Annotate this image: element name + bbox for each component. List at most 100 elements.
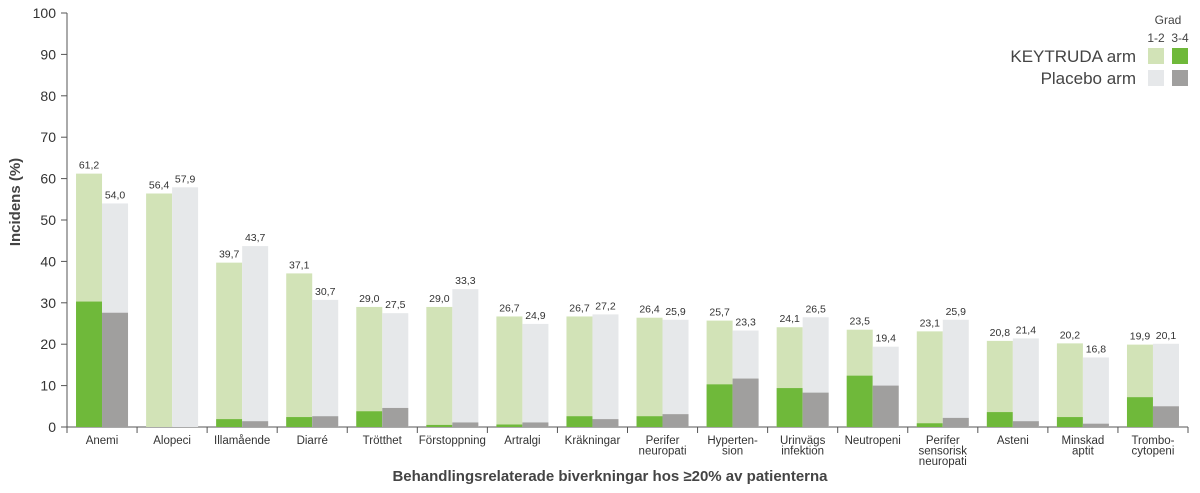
y-tick-label: 70	[40, 129, 56, 145]
y-tick-label: 60	[40, 171, 56, 187]
y-tick-label: 80	[40, 88, 56, 104]
data-label-keytruda: 26,4	[639, 304, 660, 316]
data-label-placebo: 20,1	[1156, 330, 1177, 342]
data-label-placebo: 33,3	[455, 275, 476, 287]
data-label-placebo: 27,2	[595, 300, 616, 312]
data-label-keytruda: 29,0	[359, 293, 380, 305]
data-label-keytruda: 26,7	[569, 302, 590, 314]
x-tick-label: Förstoppning	[419, 435, 486, 447]
bar-placebo-grade-1-2	[662, 319, 689, 427]
bar-placebo-grade-1-2	[522, 323, 549, 427]
data-label-placebo: 57,9	[175, 173, 196, 185]
bar-placebo-grade-1-2	[942, 319, 969, 427]
x-tick-label: Perifer neuropati	[639, 435, 687, 458]
bar-keytruda-grade-3-4	[286, 417, 313, 427]
bar-keytruda-grade-3-4	[846, 375, 873, 427]
bar-keytruda-grade-1-2	[286, 273, 313, 427]
y-tick-label: 50	[40, 212, 56, 228]
y-tick-label: 90	[40, 46, 56, 62]
bar-keytruda-grade-3-4	[1056, 417, 1083, 427]
y-tick-label: 0	[48, 419, 56, 435]
data-label-placebo: 25,9	[946, 306, 967, 318]
bar-keytruda-grade-1-2	[216, 262, 243, 427]
bars: 61,2 54,0 56,4 57,9 39,7 43,7 37,1 30,7 29,0 27,5…	[76, 160, 1179, 427]
bar-placebo-grade-3-4	[452, 422, 479, 427]
legend-swatch-keytruda-grade-3-4	[1172, 48, 1188, 64]
bar-keytruda-grade-3-4	[356, 411, 383, 427]
bar-keytruda-grade-3-4	[986, 412, 1013, 427]
y-tick-label: 10	[40, 378, 56, 394]
bar-keytruda-grade-3-4	[76, 301, 103, 427]
bar-placebo-grade-1-2	[452, 289, 479, 427]
bar-placebo-grade-1-2	[1012, 338, 1039, 427]
data-label-keytruda: 61,2	[79, 160, 100, 172]
x-tick-label: Perifer sensorisk neuropati	[918, 435, 967, 468]
bar-placebo-grade-3-4	[942, 417, 969, 427]
bar-keytruda-grade-3-4	[1126, 397, 1153, 427]
bar-placebo-grade-3-4	[1082, 423, 1109, 427]
y-axis-title: Incidens (%)	[7, 158, 24, 246]
data-label-keytruda: 29,0	[429, 293, 450, 305]
bar-placebo-grade-3-4	[872, 385, 899, 427]
bar-keytruda-grade-3-4	[216, 419, 243, 427]
x-tick-label: Diarré	[297, 435, 328, 447]
bar-keytruda-grade-3-4	[776, 388, 803, 427]
bar-placebo-grade-1-2	[1082, 357, 1109, 427]
x-tick-label: Asteni	[997, 435, 1029, 447]
legend-swatch-keytruda-grade-1-2	[1148, 48, 1164, 64]
data-label-keytruda: 37,1	[289, 259, 310, 271]
legend-swatch-placebo-grade-3-4	[1172, 70, 1188, 86]
bar-keytruda-grade-1-2	[1056, 343, 1083, 427]
bar-keytruda-grade-1-2	[916, 331, 943, 427]
bar-placebo-grade-1-2	[172, 187, 199, 427]
data-label-keytruda: 19,9	[1130, 331, 1151, 343]
data-label-keytruda: 23,5	[850, 316, 871, 328]
data-label-keytruda: 26,7	[499, 302, 520, 314]
legend-grade-3-4-label: 3-4	[1171, 31, 1189, 45]
legend-placebo-label: Placebo arm	[1041, 69, 1136, 88]
legend-title: Grad	[1155, 13, 1182, 27]
y-tick-label: 40	[40, 253, 56, 269]
bar-keytruda-grade-3-4	[916, 423, 943, 427]
bar-keytruda-grade-1-2	[636, 317, 663, 427]
bar-placebo-grade-3-4	[312, 416, 339, 427]
data-label-placebo: 27,5	[385, 299, 406, 311]
data-label-keytruda: 25,7	[709, 307, 730, 319]
bar-placebo-grade-3-4	[732, 378, 759, 427]
x-tick-label: Urinvägs infektion	[780, 435, 826, 458]
bar-keytruda-grade-3-4	[636, 416, 663, 427]
bar-keytruda-grade-1-2	[146, 193, 173, 427]
bar-keytruda-grade-1-2	[496, 316, 523, 427]
bar-keytruda-grade-1-2	[566, 316, 593, 427]
y-tick-label: 100	[33, 5, 57, 21]
y-axis: 0 10 20 30 40 50 60 70 80 90 100	[33, 5, 68, 435]
x-tick-label: Minskad aptit	[1061, 435, 1104, 458]
data-label-placebo: 54,0	[105, 189, 126, 201]
bar-keytruda-grade-1-2	[426, 306, 453, 427]
bar-placebo-grade-3-4	[1012, 421, 1039, 427]
bar-placebo-grade-1-2	[312, 299, 339, 427]
data-label-keytruda: 20,2	[1060, 329, 1081, 341]
data-label-placebo: 30,7	[315, 286, 336, 298]
bar-placebo-grade-3-4	[662, 414, 689, 427]
x-tick-label: Anemi	[86, 435, 119, 447]
data-label-placebo: 23,3	[735, 317, 756, 329]
legend: Grad 1-2 3-4 KEYTRUDA arm Placebo arm	[1010, 13, 1189, 88]
x-tick-label: Illamående	[214, 435, 270, 447]
data-label-keytruda: 24,1	[779, 313, 800, 325]
bar-placebo-grade-3-4	[592, 419, 619, 427]
bar-placebo-grade-3-4	[242, 421, 269, 427]
bar-placebo-grade-3-4	[522, 422, 549, 427]
data-label-placebo: 26,5	[805, 303, 826, 315]
data-label-placebo: 43,7	[245, 232, 266, 244]
data-label-keytruda: 23,1	[920, 317, 941, 329]
data-label-keytruda: 56,4	[149, 180, 170, 192]
data-label-placebo: 16,8	[1086, 343, 1107, 355]
data-label-keytruda: 39,7	[219, 249, 240, 261]
bar-placebo-grade-3-4	[102, 312, 129, 427]
legend-keytruda-label: KEYTRUDA arm	[1010, 47, 1136, 66]
legend-swatch-placebo-grade-1-2	[1148, 70, 1164, 86]
data-label-placebo: 21,4	[1016, 324, 1037, 336]
bar-placebo-grade-1-2	[592, 314, 619, 427]
